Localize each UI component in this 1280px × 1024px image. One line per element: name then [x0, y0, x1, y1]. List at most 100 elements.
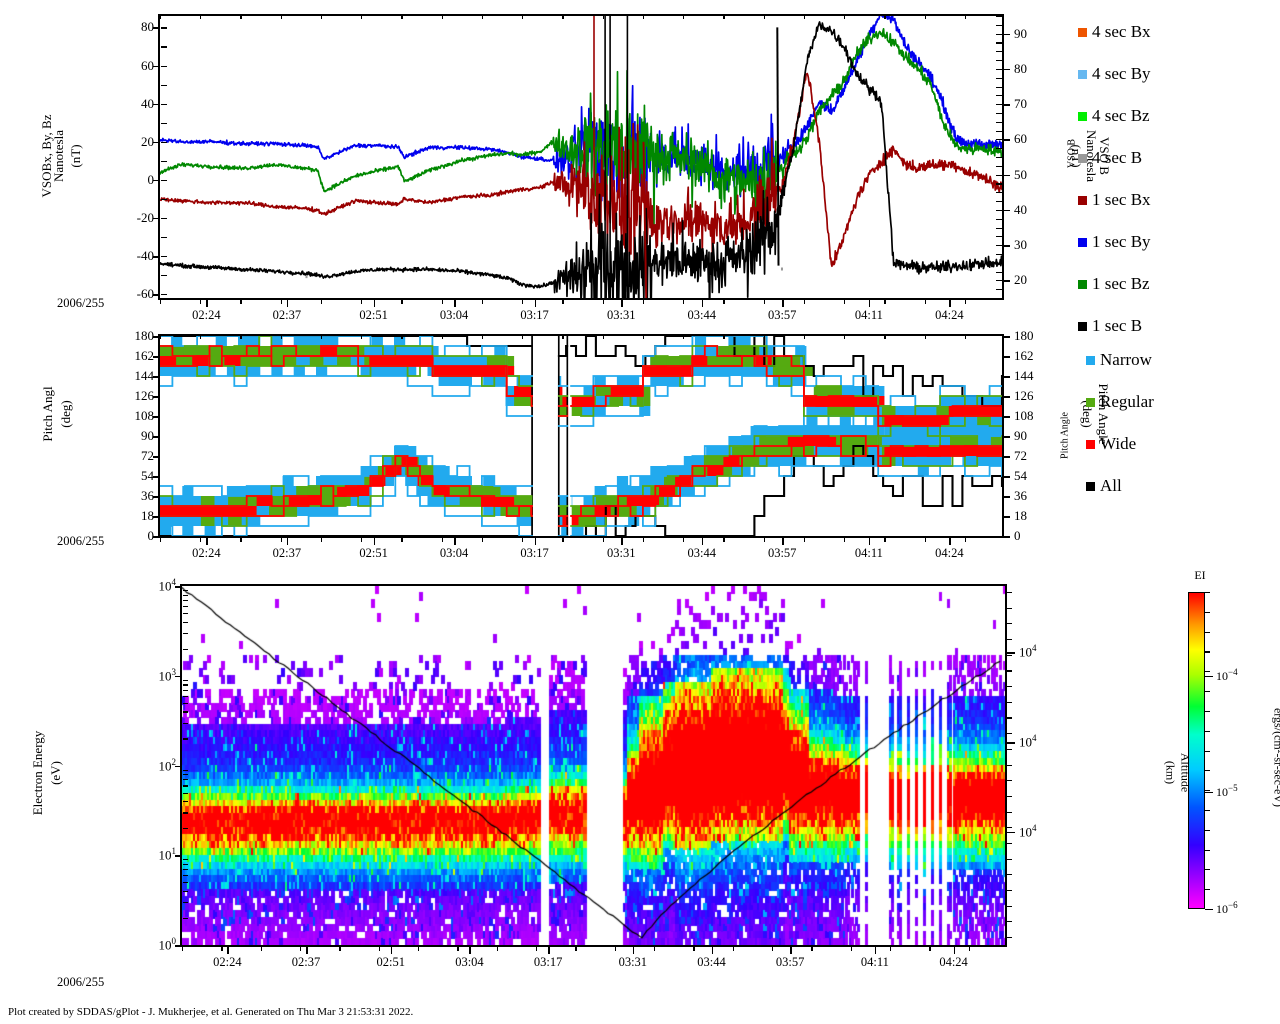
spectro-time-tick [632, 947, 635, 954]
legend-item-4-sec-bx[interactable]: 4 sec Bx [1078, 22, 1151, 42]
pitch-time-tick [286, 538, 289, 545]
magnetic-field-legend: 4 sec Bx 4 sec By 4 sec Bz 4 sec B 1 sec Bx 1… [1078, 14, 1208, 335]
spectro-time-minor-tick [968, 947, 970, 951]
mag-left-minor-tick [161, 122, 167, 124]
spectro-time-tick [306, 947, 308, 954]
colorbar-tick-mark [1205, 791, 1213, 794]
pitch-left-axis-title-line1: Pitch Angl [40, 386, 55, 442]
legend-item-4-sec-by[interactable]: 4 sec By [1078, 64, 1151, 84]
spectro-time-minor-tick [260, 947, 262, 951]
mag-right-minor-tick [996, 227, 1002, 229]
mag-right-minor-tick [996, 201, 1002, 203]
colorbar-minor-tick [1205, 671, 1210, 673]
pitch-time-label: 03:44 [687, 546, 716, 560]
spectro-right-minor-tick [1006, 607, 1012, 609]
mag-time-top-tick [602, 14, 604, 19]
mag-right-minor-tick [996, 218, 1002, 220]
pitch-left-tick: 0 [147, 528, 155, 543]
spectro-time-minor-tick [300, 947, 302, 951]
legend-label: 1 sec Bz [1092, 274, 1150, 293]
pitch-right-tick: 144 [1014, 368, 1034, 383]
pitch-left-tick-mark [153, 436, 160, 438]
pitch-time-minor-tick [240, 538, 242, 542]
spectro-left-axis-title: Electron Energy [30, 683, 46, 863]
legend-item-1-sec-bx[interactable]: 1 sec Bx [1078, 190, 1151, 210]
pitch-time-label: 04:11 [854, 546, 883, 560]
mag-left-tick: 40 [141, 95, 154, 111]
pitch-time-top-tick [642, 334, 645, 339]
legend-item-all[interactable]: All [1086, 476, 1122, 496]
pitch-time-top-tick [441, 334, 443, 339]
pitch-right-tick-mark [1002, 436, 1010, 438]
pitch-right-tick-mark [1002, 396, 1010, 398]
pitch-right-tick: 126 [1014, 388, 1034, 403]
mag-left-axis-title-line2: Nanotesla [51, 130, 66, 182]
pitch-time-minor-tick [924, 538, 926, 542]
pitch-right-tick: 180 [1014, 328, 1034, 343]
spectro-left-minor-tick [183, 785, 188, 787]
spectro-left-axis-unit: (eV) [48, 683, 64, 863]
pitch-time-top-tick [803, 334, 806, 339]
spectro-left-minor-tick [183, 605, 188, 607]
legend-item-4-sec-b[interactable]: 4 sec B [1078, 148, 1142, 168]
legend-item-1-sec-by[interactable]: 1 sec By [1078, 232, 1151, 252]
spectro-right-minor-tick [1006, 889, 1012, 892]
spectro-time-minor-tick [378, 947, 380, 951]
spectro-right-tick-mark [1006, 742, 1015, 744]
spectro-right-minor-tick [1006, 827, 1012, 829]
spectro-time-label: 03:31 [618, 955, 648, 969]
legend-item-1-sec-b[interactable]: 1 sec B [1078, 316, 1142, 336]
mag-right-minor-tick [996, 130, 1002, 132]
legend-item-4-sec-bz[interactable]: 4 sec Bz [1078, 106, 1150, 126]
spectro-left-minor-tick [183, 859, 188, 861]
colorbar-minor-tick [1205, 909, 1210, 911]
mag-right-tick: 60 [1014, 131, 1027, 147]
pitch-right-tick: 36 [1014, 488, 1027, 503]
legend-item-1-sec-bz[interactable]: 1 sec Bz [1078, 274, 1150, 294]
mag-right-minor-tick [996, 121, 1002, 123]
mag-right-minor-tick [996, 33, 1002, 35]
pitch-time-top-tick [924, 334, 926, 339]
mag-time-minor-tick [763, 300, 765, 304]
pitch-right-tick-mark [1002, 536, 1010, 538]
pitch-time-top-tick [964, 334, 967, 339]
pitch-left-tick-mark [153, 376, 160, 378]
mag-time-top-tick [844, 14, 846, 19]
spectro-left-axis-title-line2: (eV) [48, 761, 63, 785]
mag-left-tick-mark [153, 65, 160, 68]
mag-right-minor-tick [996, 86, 1002, 88]
spectro-time-minor-tick [811, 947, 813, 951]
legend-item-wide[interactable]: Wide [1086, 434, 1136, 454]
spectro-left-tick: 103 [158, 666, 177, 684]
mag-left-tick: 20 [141, 133, 154, 149]
mag-time-minor-tick [602, 300, 604, 304]
magnetic-field-plot-area [158, 14, 1004, 300]
pitch-time-top-tick [884, 334, 886, 339]
mag-left-tick: 80 [141, 19, 154, 35]
pitch-date-label: 2006/255 [57, 534, 105, 548]
spectro-time-minor-tick [772, 947, 774, 951]
mag-left-tick: -60 [136, 286, 154, 302]
mag-right-minor-tick [996, 174, 1002, 176]
legend-item-regular[interactable]: Regular [1086, 392, 1154, 412]
pitch-right-tick: 162 [1014, 348, 1034, 363]
spectro-time-tick [874, 947, 877, 954]
mag-time-top-tick [924, 14, 926, 19]
mag-time-minor-tick [844, 300, 846, 304]
mag-time-top-tick [964, 14, 967, 19]
mag-time-label: 04:11 [854, 308, 883, 322]
pitch-time-label: 03:57 [767, 546, 797, 560]
mag-right-minor-tick [996, 209, 1002, 211]
legend-item-narrow[interactable]: Narrow [1086, 350, 1152, 370]
spectro-left-minor-tick [183, 812, 188, 814]
pitch-time-minor-tick [361, 538, 363, 542]
mag-right-minor-tick [996, 245, 1002, 247]
spectro-left-minor-tick [183, 917, 188, 920]
pitch-left-tick-mark [153, 496, 160, 498]
legend-label: Regular [1100, 392, 1154, 411]
mag-right-tick-mark [1002, 104, 1010, 106]
mag-right-tick-mark [1002, 280, 1010, 282]
mag-time-top-tick [522, 14, 524, 19]
colorbar-minor-tick [1205, 770, 1210, 772]
spectro-right-tick: 104 [1019, 822, 1037, 840]
